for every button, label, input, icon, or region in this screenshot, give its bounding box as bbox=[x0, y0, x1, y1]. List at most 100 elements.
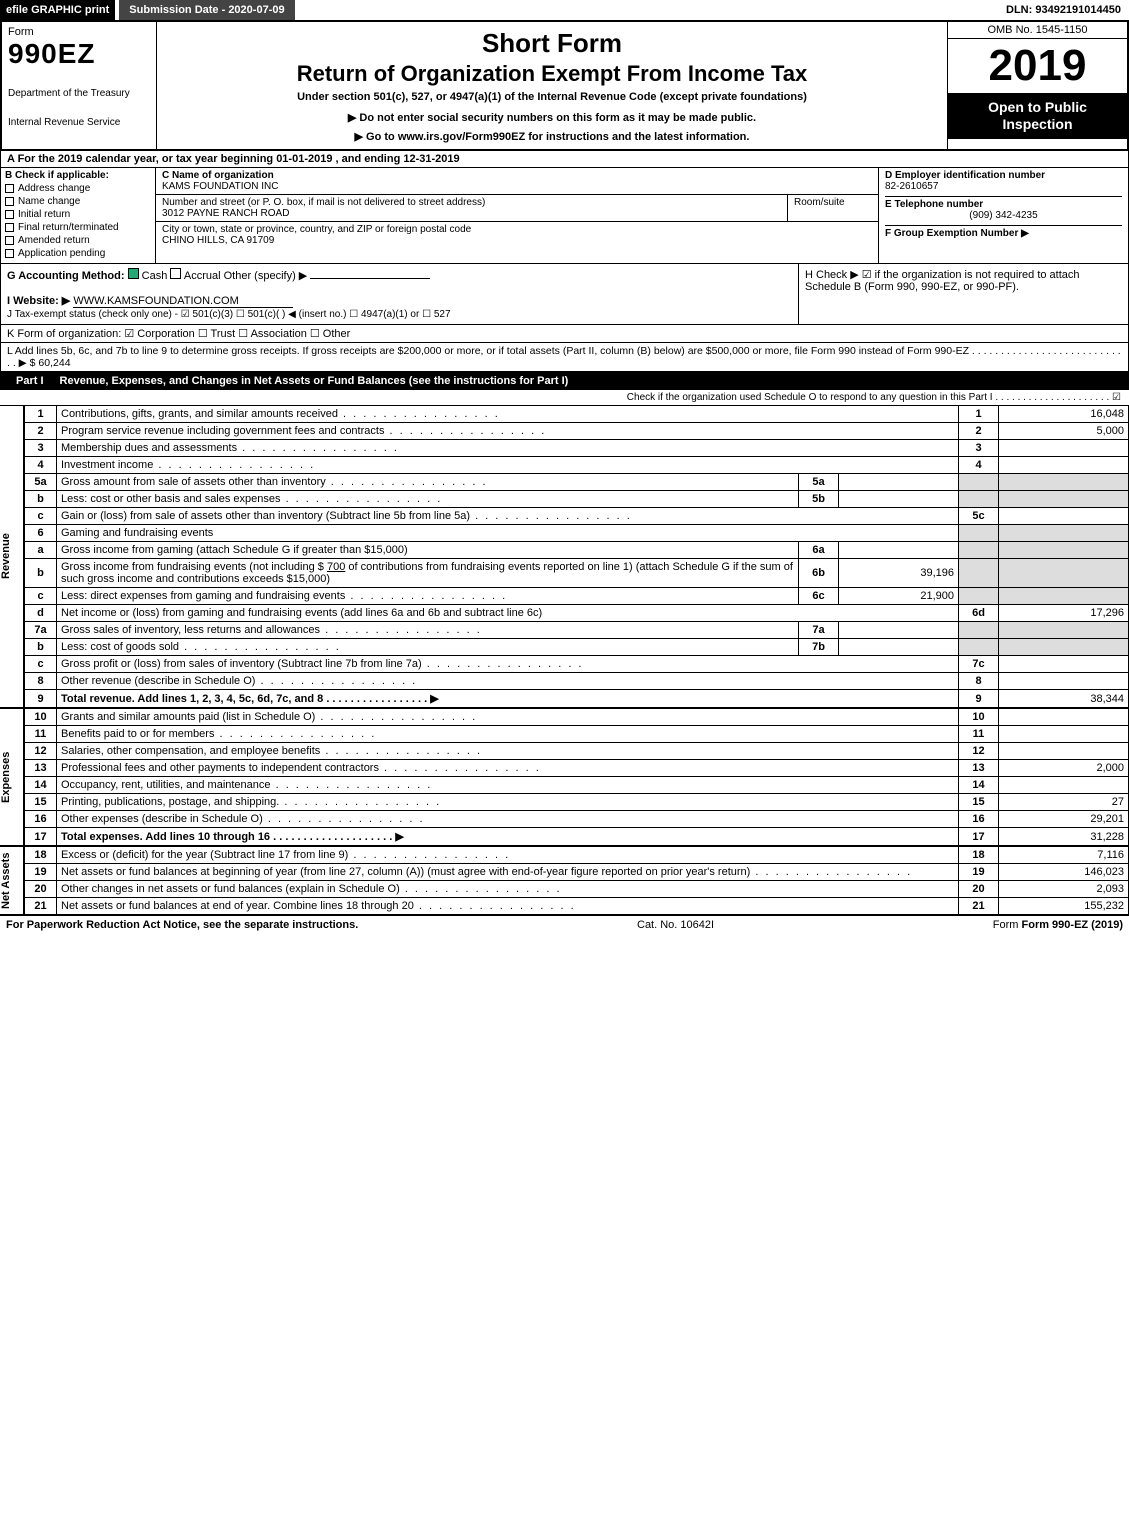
header-center: Short Form Return of Organization Exempt… bbox=[157, 22, 947, 149]
tax-year: 2019 bbox=[948, 39, 1127, 93]
line-20: 20Other changes in net assets or fund ba… bbox=[25, 881, 1129, 898]
group-exemption-label: F Group Exemption Number ▶ bbox=[885, 228, 1029, 239]
form-number: 990EZ bbox=[8, 38, 150, 70]
dept-treasury: Department of the Treasury bbox=[8, 88, 150, 99]
line-7c: cGross profit or (loss) from sales of in… bbox=[25, 656, 1129, 673]
open-public-inspection: Open to Public Inspection bbox=[948, 93, 1127, 139]
net-assets-section: Net Assets 18Excess or (deficit) for the… bbox=[0, 846, 1129, 915]
revenue-side-label: Revenue bbox=[0, 405, 24, 708]
g-accrual: Accrual bbox=[184, 270, 221, 282]
expenses-section: Expenses 10Grants and similar amounts pa… bbox=[0, 708, 1129, 846]
part1-check-note: Check if the organization used Schedule … bbox=[0, 390, 1129, 405]
street-label: Number and street (or P. O. box, if mail… bbox=[162, 197, 485, 208]
irs-label: Internal Revenue Service bbox=[8, 117, 150, 128]
page-footer: For Paperwork Reduction Act Notice, see … bbox=[0, 915, 1129, 934]
city-label: City or town, state or province, country… bbox=[162, 224, 471, 235]
ein-value: 82-2610657 bbox=[885, 181, 938, 192]
line-7a: 7aGross sales of inventory, less returns… bbox=[25, 622, 1129, 639]
line-21: 21Net assets or fund balances at end of … bbox=[25, 898, 1129, 915]
line-12: 12Salaries, other compensation, and empl… bbox=[25, 743, 1129, 760]
line-5a: 5aGross amount from sale of assets other… bbox=[25, 474, 1129, 491]
line-17: 17Total expenses. Add lines 10 through 1… bbox=[25, 828, 1129, 846]
g-label: G Accounting Method: bbox=[7, 270, 125, 282]
title-short-form: Short Form bbox=[165, 28, 939, 59]
expenses-table: 10Grants and similar amounts paid (list … bbox=[24, 708, 1129, 846]
line-6c: cLess: direct expenses from gaming and f… bbox=[25, 588, 1129, 605]
chk-accrual[interactable] bbox=[170, 268, 181, 279]
top-bar: efile GRAPHIC print Submission Date - 20… bbox=[0, 0, 1129, 22]
line-5b: bLess: cost or other basis and sales exp… bbox=[25, 491, 1129, 508]
net-assets-side-label: Net Assets bbox=[0, 846, 24, 915]
line-13: 13Professional fees and other payments t… bbox=[25, 760, 1129, 777]
dln-number: DLN: 93492191014450 bbox=[998, 0, 1129, 20]
efile-label[interactable]: efile GRAPHIC print bbox=[0, 0, 115, 20]
g-other: Other (specify) ▶ bbox=[224, 270, 308, 282]
tel-label: E Telephone number bbox=[885, 199, 983, 210]
form-word: Form bbox=[8, 26, 150, 38]
revenue-section: Revenue 1Contributions, gifts, grants, a… bbox=[0, 405, 1129, 708]
row-a-text: A For the 2019 calendar year, or tax yea… bbox=[7, 153, 460, 165]
footer-form-ref: Form Form 990-EZ (2019) bbox=[993, 919, 1123, 931]
row-g-h: G Accounting Method: Cash Accrual Other … bbox=[0, 264, 1129, 325]
submission-date: Submission Date - 2020-07-09 bbox=[119, 0, 294, 20]
line-2: 2Program service revenue including gover… bbox=[25, 423, 1129, 440]
footer-catalog: Cat. No. 10642I bbox=[637, 919, 714, 931]
net-assets-table: 18Excess or (deficit) for the year (Subt… bbox=[24, 846, 1129, 915]
line-16: 16Other expenses (describe in Schedule O… bbox=[25, 811, 1129, 828]
link-instructions[interactable]: ▶ Go to www.irs.gov/Form990EZ for instru… bbox=[165, 130, 939, 143]
section-d-ein: D Employer identification number 82-2610… bbox=[878, 168, 1128, 263]
line-6b: bGross income from fundraising events (n… bbox=[25, 559, 1129, 588]
section-c-org: C Name of organization KAMS FOUNDATION I… bbox=[156, 168, 878, 263]
omb-number: OMB No. 1545-1150 bbox=[948, 22, 1127, 39]
line-14: 14Occupancy, rent, utilities, and mainte… bbox=[25, 777, 1129, 794]
line-6d: dNet income or (loss) from gaming and fu… bbox=[25, 605, 1129, 622]
row-k: K Form of organization: ☑ Corporation ☐ … bbox=[0, 325, 1129, 343]
row-l: L Add lines 5b, 6c, and 7b to line 9 to … bbox=[0, 343, 1129, 372]
website-value[interactable]: WWW.KAMSFOUNDATION.COM bbox=[73, 295, 293, 308]
header-right: OMB No. 1545-1150 2019 Open to Public In… bbox=[947, 22, 1127, 149]
line-6: 6Gaming and fundraising events bbox=[25, 525, 1129, 542]
chk-application-pending[interactable]: Application pending bbox=[5, 248, 151, 259]
line-18: 18Excess or (deficit) for the year (Subt… bbox=[25, 847, 1129, 864]
info-block: B Check if applicable: Address change Na… bbox=[0, 168, 1129, 264]
org-name: KAMS FOUNDATION INC bbox=[162, 181, 278, 192]
row-a-tax-year: A For the 2019 calendar year, or tax yea… bbox=[0, 151, 1129, 168]
tel-value: (909) 342-4235 bbox=[885, 210, 1122, 221]
line-11: 11Benefits paid to or for members11 bbox=[25, 726, 1129, 743]
form-header: Form 990EZ Department of the Treasury In… bbox=[0, 22, 1129, 151]
subtitle-under: Under section 501(c), 527, or 4947(a)(1)… bbox=[165, 91, 939, 103]
c-name-label: C Name of organization bbox=[162, 170, 274, 181]
header-left: Form 990EZ Department of the Treasury In… bbox=[2, 22, 157, 149]
chk-final-return[interactable]: Final return/terminated bbox=[5, 222, 151, 233]
line-10: 10Grants and similar amounts paid (list … bbox=[25, 709, 1129, 726]
line-7b: bLess: cost of goods sold7b bbox=[25, 639, 1129, 656]
g-cash: Cash bbox=[142, 270, 168, 282]
chk-cash[interactable] bbox=[128, 268, 139, 279]
line-4: 4Investment income4 bbox=[25, 457, 1129, 474]
footer-paperwork: For Paperwork Reduction Act Notice, see … bbox=[6, 919, 358, 931]
title-return: Return of Organization Exempt From Incom… bbox=[165, 61, 939, 87]
line-15: 15Printing, publications, postage, and s… bbox=[25, 794, 1129, 811]
expenses-side-label: Expenses bbox=[0, 708, 24, 846]
chk-name-change[interactable]: Name change bbox=[5, 196, 151, 207]
line-1: 1Contributions, gifts, grants, and simil… bbox=[25, 406, 1129, 423]
line-19: 19Net assets or fund balances at beginni… bbox=[25, 864, 1129, 881]
org-street: 3012 PAYNE RANCH ROAD bbox=[162, 208, 289, 219]
section-b-checkboxes: B Check if applicable: Address change Na… bbox=[1, 168, 156, 263]
line-9: 9Total revenue. Add lines 1, 2, 3, 4, 5c… bbox=[25, 690, 1129, 708]
chk-amended-return[interactable]: Amended return bbox=[5, 235, 151, 246]
ein-label: D Employer identification number bbox=[885, 170, 1045, 181]
line-6a: aGross income from gaming (attach Schedu… bbox=[25, 542, 1129, 559]
line-8: 8Other revenue (describe in Schedule O)8 bbox=[25, 673, 1129, 690]
line-5c: cGain or (loss) from sale of assets othe… bbox=[25, 508, 1129, 525]
part1-title: Revenue, Expenses, and Changes in Net As… bbox=[60, 375, 1121, 387]
part1-header: Part I Revenue, Expenses, and Changes in… bbox=[0, 372, 1129, 390]
i-label: I Website: ▶ bbox=[7, 295, 70, 307]
revenue-table: 1Contributions, gifts, grants, and simil… bbox=[24, 405, 1129, 708]
room-suite-label: Room/suite bbox=[788, 195, 878, 221]
part1-tag: Part I bbox=[8, 375, 52, 387]
chk-address-change[interactable]: Address change bbox=[5, 183, 151, 194]
chk-initial-return[interactable]: Initial return bbox=[5, 209, 151, 220]
h-check: H Check ▶ ☑ if the organization is not r… bbox=[798, 264, 1128, 324]
b-title: B Check if applicable: bbox=[5, 170, 151, 181]
